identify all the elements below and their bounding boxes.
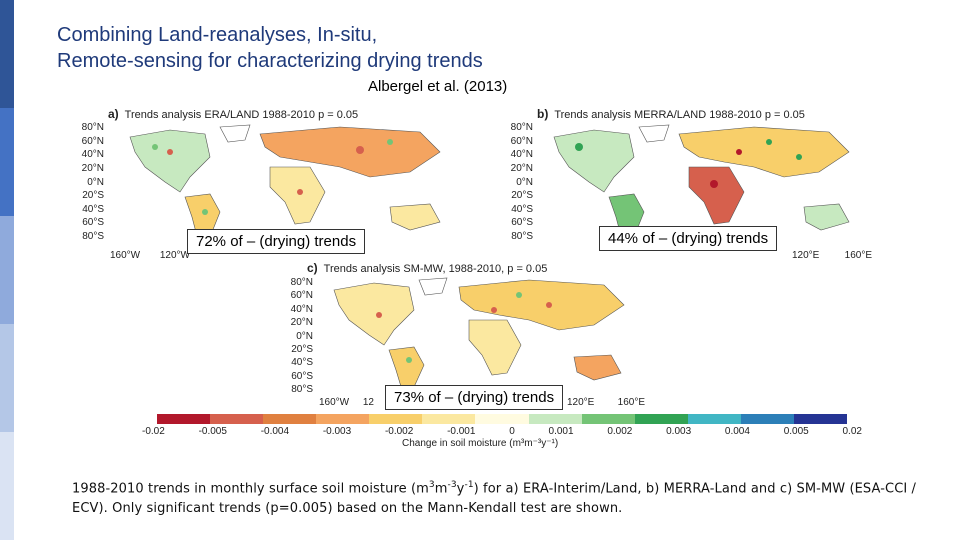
colorbar-tick-label: -0.005 <box>198 426 227 437</box>
lat-label: 40°N <box>290 303 313 315</box>
panel-c-heading: c) Trends analysis SM-MW, 1988-2010, p = … <box>307 261 548 275</box>
lat-label: 40°S <box>511 203 533 215</box>
lat-label: 20°S <box>82 190 104 202</box>
citation: Albergel et al. (2013) <box>368 78 508 95</box>
callout-panel-b: 44% of – (drying) trends <box>599 226 778 251</box>
callout-panel-c: 73% of – (drying) trends <box>385 385 564 410</box>
lat-label: 80°N <box>290 277 313 288</box>
lat-label: 60°S <box>82 217 104 229</box>
lat-label: 60°N <box>510 135 533 147</box>
lat-label: 0°N <box>296 330 313 342</box>
colorbar-tick-label: 0.001 <box>548 426 574 437</box>
colorbar-ticks: -0.02 -0.005 -0.004 -0.003 -0.002 -0.001 0 0.00… <box>142 426 862 437</box>
lat-label: 40°S <box>82 203 104 215</box>
panel-c-map-svg <box>333 277 625 391</box>
title-line-1: Combining Land-reanalyses, In-situ, <box>57 24 378 46</box>
lat-label: 80°S <box>291 384 313 395</box>
colorbar-tick-label: 0.003 <box>666 426 692 437</box>
panel-b-heading: b) Trends analysis MERRA/LAND 1988-2010 p… <box>537 107 805 121</box>
panel-b-map <box>539 122 869 247</box>
colorbar-tick-label: 0.02 <box>842 426 862 437</box>
lat-label: 80°S <box>511 231 533 242</box>
panel-a-heading: a) Trends analysis ERA/LAND 1988-2010 p =… <box>108 107 359 121</box>
colorbar-swatch <box>793 414 848 424</box>
colorbar-tick-label: -0.001 <box>447 426 476 437</box>
lat-label: 20°N <box>510 162 533 174</box>
colorbar-swatch <box>634 414 688 424</box>
lat-label: 20°N <box>81 162 104 174</box>
colorbar-tick-label: 0.002 <box>607 426 633 437</box>
lat-label: 40°S <box>291 357 313 369</box>
colorbar-tick-label: -0.003 <box>322 426 352 437</box>
colorbar-swatch <box>316 414 370 424</box>
colorbar-swatch <box>581 414 635 424</box>
panel-c: c) Trends analysis SM-MW, 1988-2010, p = … <box>277 259 647 409</box>
colorbar-label: Change in soil moisture (m³m⁻³y⁻¹) <box>402 438 559 449</box>
panel-b-map-svg <box>553 124 850 241</box>
colorbar-tick-label: -0.004 <box>260 426 290 437</box>
panel-c-letter: c) <box>307 261 318 275</box>
panel-a-lon-labels: 160°W 120°W <box>110 250 190 261</box>
panel-a-lat-labels: 80°N 60°N 40°N 20°N 0°N 20°S 40°S 60°S 80°S <box>72 122 104 242</box>
colorbar-tick-label: 0.005 <box>783 426 809 437</box>
colorbar-tick-label: 0 <box>509 426 515 437</box>
lat-label: 60°S <box>511 217 533 229</box>
lat-label: 20°S <box>291 343 313 355</box>
lat-label: 80°N <box>510 122 533 133</box>
colorbar-swatch <box>157 414 211 424</box>
lat-label: 20°S <box>511 190 533 202</box>
lat-label: 80°N <box>81 122 104 133</box>
lat-label: 0°N <box>87 176 104 188</box>
panel-c-lon-labels-left: 160°W 12 <box>319 397 374 408</box>
title-line-2: Remote-sensing for characterizing drying… <box>57 50 483 72</box>
lat-label: 60°N <box>290 290 313 302</box>
colorbar-swatch <box>369 414 423 424</box>
callout-panel-a: 72% of – (drying) trends <box>187 229 366 254</box>
lat-label: 60°S <box>291 370 313 382</box>
panel-a-map-svg <box>129 124 441 241</box>
colorbar-swatch <box>528 414 582 424</box>
colorbar-swatch <box>263 414 317 424</box>
panel-a-map <box>110 122 465 247</box>
colorbar-swatch <box>740 414 794 424</box>
panel-b-letter: b) <box>537 107 549 121</box>
lat-label: 0°N <box>516 176 533 188</box>
lat-label: 20°N <box>290 317 313 329</box>
panel-a: a) Trends analysis ERA/LAND 1988-2010 p =… <box>72 104 477 264</box>
lat-label: 60°N <box>81 135 104 147</box>
colorbar-swatch <box>687 414 741 424</box>
lat-label: 40°N <box>510 149 533 161</box>
panel-b-lon-labels: 120°E 160°E <box>792 250 872 261</box>
figure-caption: 1988-2010 trends in monthly surface soil… <box>72 480 917 517</box>
colorbar-tick-label: -0.02 <box>142 426 165 437</box>
soil-moisture-figure: a) Trends analysis ERA/LAND 1988-2010 p =… <box>72 104 872 449</box>
colorbar-swatch <box>210 414 264 424</box>
lat-label: 40°N <box>81 149 104 161</box>
slide-side-bar <box>0 0 14 540</box>
colorbar-swatch <box>422 414 476 424</box>
lat-label: 80°S <box>82 231 104 242</box>
panel-b-lat-labels: 80°N 60°N 40°N 20°N 0°N 20°S 40°S 60°S 80°S <box>501 122 533 242</box>
colorbar-swatch <box>475 414 529 424</box>
colorbar-tick-label: 0.004 <box>724 426 750 437</box>
colorbar <box>157 414 848 424</box>
panel-a-letter: a) <box>108 107 119 121</box>
panel-c-lat-labels: 80°N 60°N 40°N 20°N 0°N 20°S 40°S 60°S 80°S <box>277 277 313 395</box>
slide-title: Combining Land-reanalyses, In-situ, Remo… <box>57 22 483 74</box>
panel-c-map <box>319 275 644 395</box>
panel-b: b) Trends analysis MERRA/LAND 1988-2010 p… <box>487 104 872 264</box>
panel-c-lon-labels-right: 120°E 160°E <box>567 397 645 408</box>
colorbar-tick-label: -0.002 <box>384 426 414 437</box>
